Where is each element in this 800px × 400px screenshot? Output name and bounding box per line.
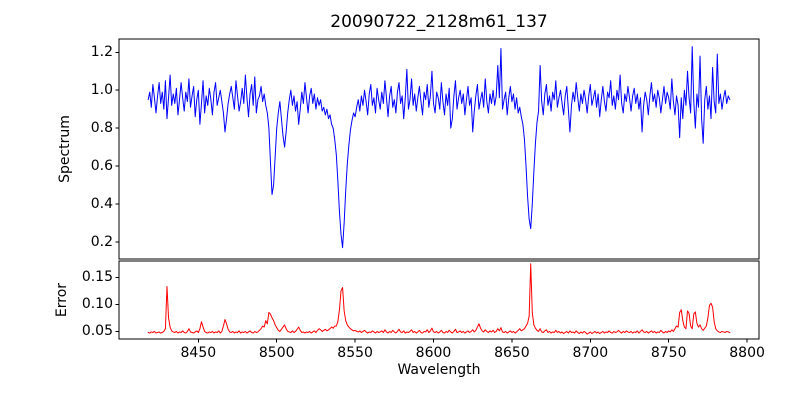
spectrum-panel-frame — [118, 38, 760, 260]
error-panel-frame — [118, 260, 760, 340]
error-panel-line — [147, 263, 731, 335]
chart-title: 20090722_2128m61_137 — [330, 12, 548, 32]
spectrum-panel-line — [147, 46, 731, 249]
x-axis-label: Wavelength — [397, 362, 481, 378]
error-y-axis-label: Error — [54, 282, 70, 318]
spectrum-y-axis-label: Spectrum — [57, 115, 73, 183]
